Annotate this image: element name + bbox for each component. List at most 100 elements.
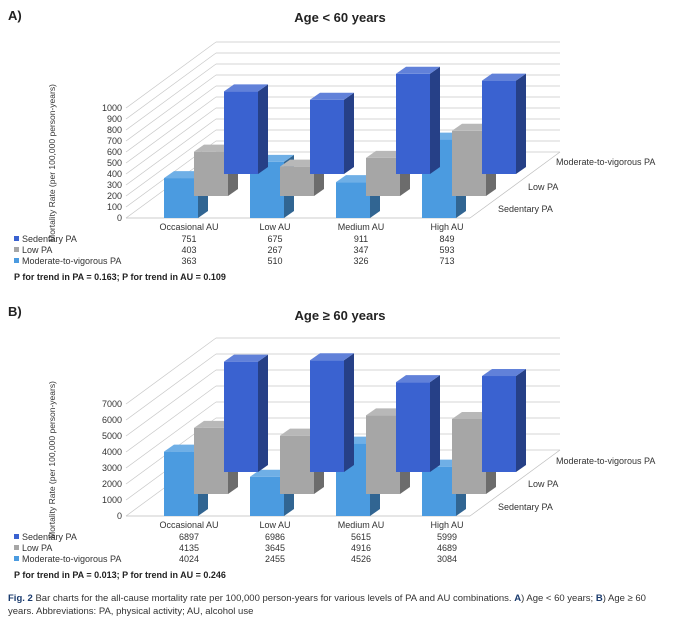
bar-front xyxy=(336,182,370,218)
bar-side xyxy=(516,73,526,174)
figure-caption: Fig. 2 Bar charts for the all-cause mort… xyxy=(8,592,672,618)
panel-label: B) xyxy=(8,304,22,319)
legend-swatch xyxy=(14,545,19,550)
gridline-side xyxy=(125,52,217,120)
bar-side xyxy=(344,353,354,472)
x-tick-label: High AU xyxy=(430,520,463,530)
bar-side xyxy=(516,369,526,472)
y-tick-label: 5000 xyxy=(102,431,122,441)
gridline-side xyxy=(125,385,217,453)
bar xyxy=(396,375,440,472)
table-value: 403 xyxy=(181,245,196,255)
gridline-side xyxy=(125,401,217,469)
table-value: 5999 xyxy=(437,532,457,542)
bar-front xyxy=(482,80,516,174)
bar-top xyxy=(482,369,526,377)
bar-front xyxy=(396,382,430,472)
floor-right xyxy=(469,151,561,219)
bar-top xyxy=(310,92,354,100)
legend-series-name: Moderate-to-vigorous PA xyxy=(22,256,121,266)
bar-front xyxy=(452,130,486,196)
table-value: 6986 xyxy=(265,532,285,542)
caption-text-1: Bar charts for the all-cause mortality r… xyxy=(32,593,515,604)
bar-front xyxy=(422,466,456,516)
panel-a: A) Age < 60 years 0 100 200 300 400 500 600 700… xyxy=(0,0,680,300)
legend-swatch xyxy=(14,258,19,263)
bar-front xyxy=(310,360,344,472)
series-depth-label: Low PA xyxy=(528,479,558,489)
y-tick-label: 4000 xyxy=(102,447,122,457)
gridline-side xyxy=(125,41,217,109)
bar-front xyxy=(366,157,400,196)
gridline-side xyxy=(125,129,217,197)
table-value: 3084 xyxy=(437,554,457,564)
caption-a-label: A xyxy=(514,593,522,604)
legend-swatch xyxy=(14,236,19,241)
series-depth-label: Moderate-to-vigorous PA xyxy=(556,456,655,466)
bar xyxy=(310,92,354,174)
bar-front xyxy=(310,99,344,174)
panel-label: A) xyxy=(8,8,22,23)
table-value: 326 xyxy=(353,256,368,266)
legend-swatch xyxy=(14,247,19,252)
y-tick-label: 200 xyxy=(107,191,122,201)
y-tick-label: 0 xyxy=(117,213,122,223)
legend-swatch xyxy=(14,556,19,561)
table-value: 347 xyxy=(353,245,368,255)
table-value: 713 xyxy=(439,256,454,266)
bar-front xyxy=(482,376,516,472)
floor-right xyxy=(469,449,561,517)
gridline-side xyxy=(125,369,217,437)
bar xyxy=(224,354,268,472)
caption-text-2: ) Age < 60 years; xyxy=(521,593,596,604)
y-tick-label: 700 xyxy=(107,136,122,146)
y-tick-label: 1000 xyxy=(102,495,122,505)
y-tick-label: 100 xyxy=(107,202,122,212)
caption-text-3: ) Age ≥ 60 years. Abbreviations: PA, phy… xyxy=(8,593,646,617)
bar-front xyxy=(452,418,486,494)
table-value: 4135 xyxy=(179,543,199,553)
bar-side xyxy=(430,375,440,472)
bar-side xyxy=(258,84,268,174)
gridline-side xyxy=(125,107,217,175)
legend-series-name: Sedentary PA xyxy=(22,234,77,244)
table-value: 911 xyxy=(354,234,368,244)
gridline-side xyxy=(125,96,217,164)
series-depth-label: Sedentary PA xyxy=(498,502,553,512)
x-tick-label: Low AU xyxy=(259,222,290,232)
gridline-side xyxy=(125,353,217,421)
bar-top xyxy=(396,66,440,74)
bar-side xyxy=(344,92,354,174)
bar-front xyxy=(164,451,198,516)
legend-series-name: Low PA xyxy=(22,543,52,553)
y-tick-label: 500 xyxy=(107,158,122,168)
x-tick-label: Occasional AU xyxy=(159,520,218,530)
table-value: 363 xyxy=(181,256,196,266)
bar-top xyxy=(310,353,354,361)
table-value: 4526 xyxy=(351,554,371,564)
x-tick-label: Medium AU xyxy=(338,520,385,530)
bar-front xyxy=(280,435,314,494)
bar-front xyxy=(194,151,228,196)
x-tick-label: High AU xyxy=(430,222,463,232)
y-tick-label: 3000 xyxy=(102,463,122,473)
bar xyxy=(482,369,526,472)
table-value: 4024 xyxy=(179,554,199,564)
table-value: 267 xyxy=(267,245,282,255)
y-tick-label: 0 xyxy=(117,511,122,521)
y-tick-label: 800 xyxy=(107,125,122,135)
table-value: 849 xyxy=(439,234,454,244)
gridline-side xyxy=(125,337,217,405)
bar xyxy=(224,84,268,174)
table-value: 593 xyxy=(439,245,454,255)
y-tick-label: 300 xyxy=(107,180,122,190)
y-tick-label: 2000 xyxy=(102,479,122,489)
y-tick-label: 1000 xyxy=(102,103,122,113)
bar-front xyxy=(396,73,430,174)
trend-text: P for trend in PA = 0.013; P for trend i… xyxy=(14,570,226,580)
caption-b-label: B xyxy=(595,593,603,604)
series-depth-label: Moderate-to-vigorous PA xyxy=(556,157,655,167)
chart-b-svg: 0 1000 2000 3000 4000 5000 6000 7000 Mortality R… xyxy=(14,337,655,564)
bar-front xyxy=(164,178,198,218)
